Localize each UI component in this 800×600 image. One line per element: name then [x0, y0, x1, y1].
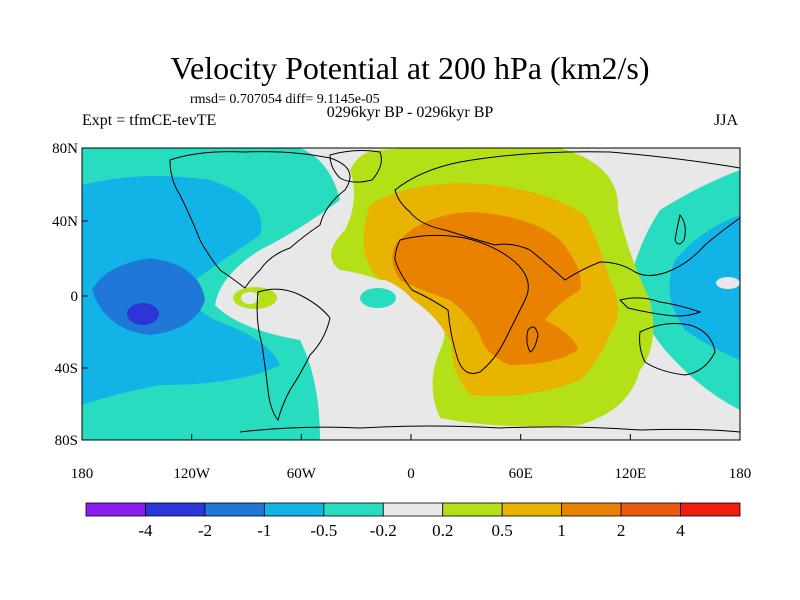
colorbar-swatch: [501, 502, 563, 517]
lon-tick-label: 120W: [173, 466, 211, 482]
lon-tick-label: 60W: [287, 466, 317, 482]
experiment-label: Expt = tfmCE-tevTE: [82, 112, 217, 129]
colorbar-label: 0.5: [492, 521, 513, 540]
colorbar-swatch: [145, 502, 206, 517]
latitude-ticks: 80N 40N 0 40S 80S: [52, 141, 88, 449]
greenland-coast: [329, 150, 382, 183]
lon-tick-label: 180: [729, 466, 752, 482]
lon-tick-label: 0: [407, 466, 415, 482]
colorbar-swatch: [323, 502, 384, 517]
colorbar-label: -4: [138, 521, 153, 540]
coastlines: [169, 150, 740, 433]
colorbar-swatch: [680, 502, 741, 517]
contour-fields: [82, 148, 740, 440]
colorbar-swatch: [204, 502, 265, 517]
colorbar-label: 0.2: [432, 521, 453, 540]
lat-tick-label: 40N: [52, 214, 78, 230]
tropical-atlantic-negative: [360, 288, 396, 308]
colorbar-swatch: [620, 502, 681, 517]
colorbar-label: 4: [676, 521, 685, 540]
lon-tick-label: 60E: [509, 466, 533, 482]
pacific-minimum: [127, 303, 159, 325]
north-america-coast: [169, 151, 351, 289]
west-pacific-negative-inner: [669, 215, 740, 360]
colorbar-swatch: [263, 502, 325, 517]
indonesia-coast: [619, 297, 702, 317]
map-title: Velocity Potential at 200 hPa (km2/s): [170, 50, 650, 86]
colorbar-label: -1: [257, 521, 271, 540]
colorbar-swatch: [85, 502, 146, 517]
west-pacific-small-neutral: [716, 277, 740, 289]
pacific-negative-core: [92, 258, 205, 335]
colorbar-swatch: [382, 502, 444, 517]
colorbar-label: -0.2: [370, 521, 397, 540]
lat-tick-label: 80S: [55, 433, 78, 449]
eurasia-coast: [394, 151, 740, 281]
colorbar-label: -0.5: [310, 521, 337, 540]
lat-tick-label: 0: [71, 289, 79, 305]
period-label: 0296kyr BP - 0296kyr BP: [326, 104, 494, 121]
colorbar-label: 2: [617, 521, 626, 540]
lon-tick-label: 120E: [614, 466, 646, 482]
season-label: JJA: [714, 112, 739, 129]
colorbar: -4 -2 -1 -0.5 -0.2 0.2 0.5 1 2 4: [85, 502, 741, 540]
lon-tick-label: 180: [71, 466, 94, 482]
japan-coast: [674, 213, 686, 245]
south-america-coast: [256, 288, 331, 422]
colorbar-label: -2: [198, 521, 212, 540]
lat-tick-label: 40S: [55, 361, 78, 377]
lat-tick-label: 80N: [52, 141, 78, 157]
antarctica-coast: [239, 425, 740, 433]
madagascar-coast: [526, 326, 539, 353]
australia-coast: [639, 323, 716, 376]
rmsd-diff-stats: rmsd= 0.707054 diff= 9.1145e-05: [190, 92, 380, 107]
longitude-ticks: 180 120W 60W 0 60E 120E 180: [71, 434, 752, 482]
colorbar-swatch: [442, 502, 503, 517]
africa-coast: [394, 234, 529, 374]
central-america-inner-neutral: [241, 292, 259, 304]
colorbar-label: 1: [557, 521, 566, 540]
colorbar-swatch: [561, 502, 622, 517]
